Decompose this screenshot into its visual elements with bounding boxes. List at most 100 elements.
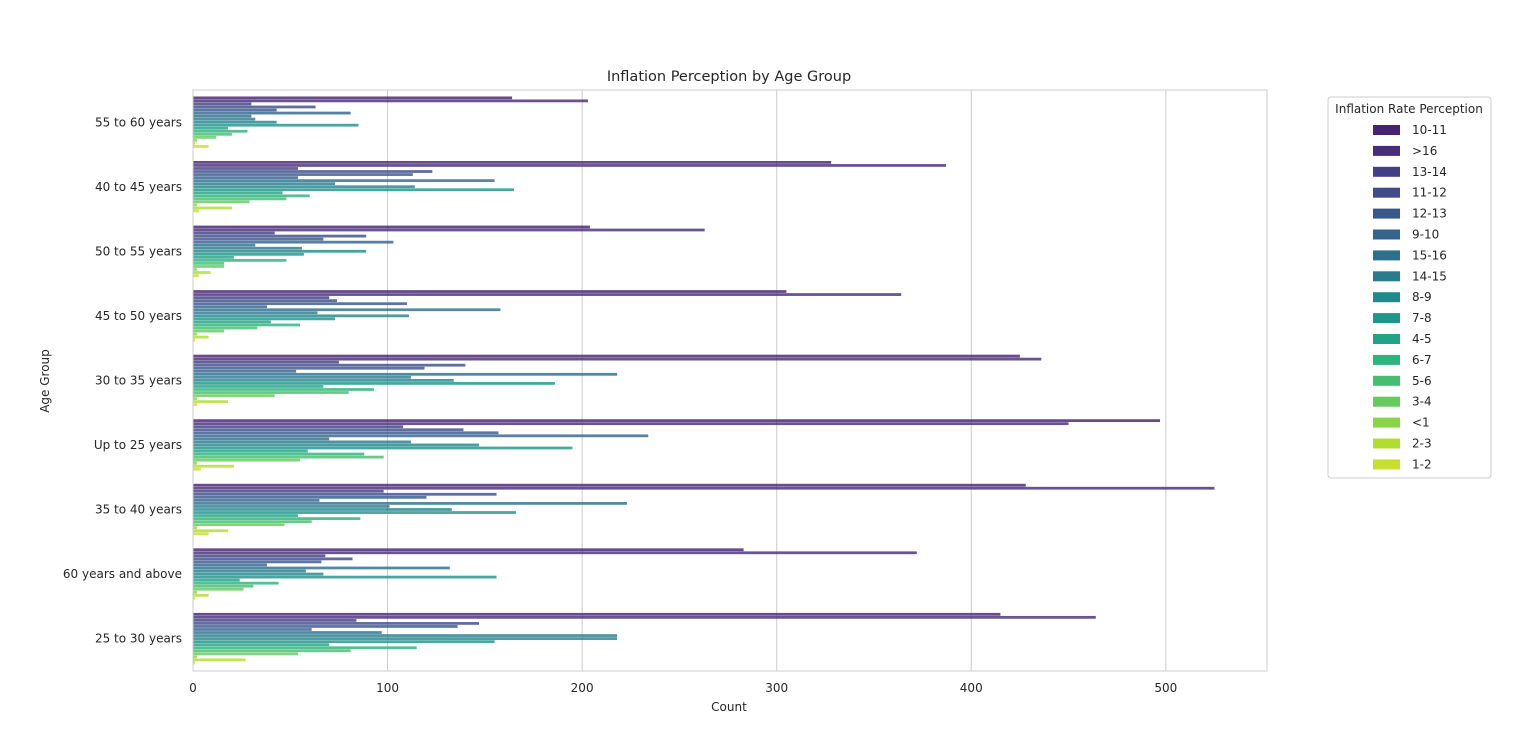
bar-1-2-55-to-60-years [193, 145, 209, 148]
bar-8-9-55-to-60-years [193, 120, 277, 124]
legend-swatch [1373, 313, 1400, 324]
bar-15-16-30-to-35-years [193, 372, 618, 376]
bar-14-15-40-to-45-years [193, 182, 336, 186]
bar-9-10-45-to-50-years [193, 305, 267, 309]
bar-1-2-60-years-and-above [193, 596, 195, 600]
bar-9-10-50-to-55-years [193, 240, 394, 244]
bar-4-5-40-to-45-years [193, 191, 283, 195]
bar-7-8-25-to-30-years [193, 640, 495, 644]
x-tick-labels: 0 100 200 300 400 500 [189, 681, 1177, 695]
bar-4-5-55-to-60-years [193, 126, 229, 130]
bar-1-2-45-to-50-years [193, 338, 195, 342]
y-tick-labels: 55 to 60 years 40 to 45 years 50 to 55 yea… [63, 115, 182, 645]
legend-label: 2-3 [1412, 437, 1432, 451]
x-tick-label: 500 [1154, 681, 1177, 695]
bar-9-10-35-to-40-years [193, 498, 320, 502]
bar-4-5-45-to-50-years [193, 320, 271, 324]
bar-4-5-30-to-35-years [193, 385, 324, 388]
bar-12-13-25-to-30-years [193, 625, 458, 628]
bar-9-10-55-to-60-years [193, 111, 351, 115]
x-axis-label: Count [711, 700, 747, 714]
bar-5-6-25-to-30-years [193, 649, 351, 653]
bar-9-10-25-to-30-years [193, 628, 312, 631]
bar-6-7-50-to-55-years [193, 258, 287, 262]
legend-label: 7-8 [1412, 311, 1432, 325]
legend-swatch [1373, 417, 1400, 428]
legend-swatch [1373, 187, 1400, 198]
bar-2-3-35-to-40-years [193, 529, 229, 533]
legend-swatch [1373, 208, 1400, 219]
bar-3-4-up-to-25-years [193, 458, 301, 462]
bar-12-13-50-to-55-years [193, 237, 324, 241]
legend-label: 13-14 [1412, 165, 1447, 179]
bar-5-6-35-to-40-years [193, 520, 312, 524]
bar-11-12-50-to-55-years [193, 234, 367, 238]
legend-label: 3-4 [1412, 395, 1432, 409]
bar-2-3-30-to-35-years [193, 400, 229, 404]
bar-2-3-45-to-50-years [193, 335, 209, 339]
x-tick-label: 400 [960, 681, 983, 695]
bar-4-5-35-to-40-years [193, 514, 299, 517]
bar-13-14-up-to-25-years [193, 425, 404, 429]
y-tick-label: 55 to 60 years [95, 115, 182, 129]
bar-2-3-50-to-55-years [193, 271, 211, 274]
bar-3-4-55-to-60-years [193, 135, 217, 139]
bar-7-8-55-to-60-years [193, 123, 359, 127]
legend-swatch [1373, 166, 1400, 177]
y-tick-label: 45 to 50 years [95, 309, 182, 323]
bar-15-16-40-to-45-years [193, 179, 495, 183]
legend-box [1327, 96, 1492, 479]
bar-3-4-50-to-55-years [193, 265, 225, 268]
bar-6-7-35-to-40-years [193, 517, 361, 520]
bar-8-9-50-to-55-years [193, 249, 367, 253]
legend-label: 11-12 [1412, 186, 1447, 200]
bar-3-4-40-to-45-years [193, 200, 250, 204]
legend-label: 14-15 [1412, 269, 1447, 283]
bar-5-6-40-to-45-years [193, 197, 287, 201]
legend-label: 4-5 [1412, 332, 1432, 346]
bar-11-12-35-to-40-years [193, 492, 497, 496]
legend-swatch [1373, 145, 1400, 156]
bar-10-11-35-to-40-years [193, 483, 1026, 487]
bar-11-12-25-to-30-years [193, 622, 480, 625]
bar-1-2-30-to-35-years [193, 403, 197, 407]
legend-label: 6-7 [1412, 353, 1432, 367]
plot-frame [192, 89, 1268, 672]
bar-7-8-up-to-25-years [193, 446, 573, 450]
bar-13-14-25-to-30-years [193, 618, 357, 622]
bar-15-16-60-years-and-above [193, 566, 450, 570]
bar-9-10-60-years-and-above [193, 563, 267, 567]
bar->16-30-to-35-years [193, 357, 1042, 361]
bar-14-15-35-to-40-years [193, 505, 390, 508]
legend-swatch [1373, 375, 1400, 386]
bar->16-50-to-55-years [193, 228, 705, 232]
bar-<1-35-to-40-years [193, 526, 197, 530]
legend-label: 15-16 [1412, 248, 1447, 262]
bar-15-16-25-to-30-years [193, 631, 382, 634]
bar-8-9-45-to-50-years [193, 314, 409, 318]
bar-8-9-30-to-35-years [193, 378, 454, 382]
bar-12-13-55-to-60-years [193, 108, 277, 112]
bar-6-7-55-to-60-years [193, 129, 248, 133]
legend-swatch [1373, 459, 1400, 470]
bar-<1-25-to-30-years [193, 655, 197, 659]
bar-3-4-45-to-50-years [193, 329, 225, 333]
bar-2-3-40-to-45-years [193, 206, 232, 210]
bar-14-15-30-to-35-years [193, 375, 411, 379]
bar-7-8-35-to-40-years [193, 511, 516, 514]
legend-swatch [1373, 229, 1400, 240]
bar-15-16-up-to-25-years [193, 437, 330, 441]
bar-10-11-55-to-60-years [193, 96, 513, 100]
bars [193, 96, 1215, 665]
bar-14-15-up-to-25-years [193, 440, 411, 444]
bar-15-16-55-to-60-years [193, 114, 252, 118]
bar-9-10-30-to-35-years [193, 369, 297, 373]
y-tick-label: 35 to 40 years [95, 503, 182, 517]
bar-10-11-50-to-55-years [193, 225, 590, 229]
bar-7-8-45-to-50-years [193, 317, 336, 321]
bar-14-15-50-to-55-years [193, 246, 302, 250]
x-tick-label: 100 [376, 681, 399, 695]
legend-title: Inflation Rate Perception [1335, 102, 1483, 116]
bar-13-14-35-to-40-years [193, 489, 384, 493]
bar-8-9-60-years-and-above [193, 572, 324, 576]
